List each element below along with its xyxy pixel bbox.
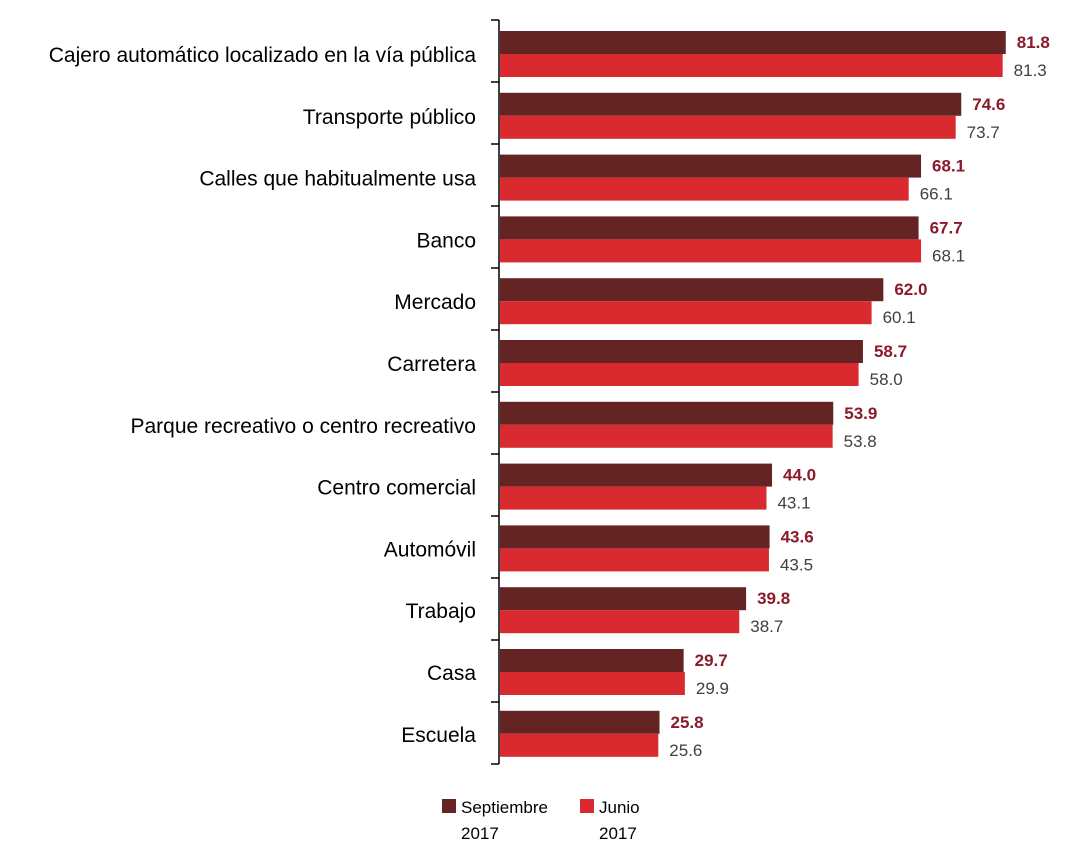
value-label-junio: 53.8: [844, 432, 877, 451]
category-label: Cajero automático localizado en la vía p…: [49, 44, 477, 67]
axis-ticks: [491, 19, 499, 765]
bar-junio: [500, 548, 769, 572]
category-label: Escuela: [401, 724, 476, 747]
value-label-septiembre: 81.8: [1017, 33, 1050, 52]
value-label-septiembre: 39.8: [757, 589, 790, 608]
bar-septiembre: [500, 649, 684, 672]
value-label-junio: 58.0: [870, 370, 903, 389]
legend: Septiembre 2017 Junio 2017: [442, 798, 640, 843]
bar-septiembre: [500, 525, 770, 549]
category-label: Mercado: [394, 291, 476, 314]
bar-septiembre: [500, 31, 1006, 54]
legend-swatch-junio: [580, 799, 594, 813]
bar-septiembre: [500, 463, 773, 487]
legend-label-junio: Junio: [599, 798, 640, 817]
value-label-junio: 60.1: [883, 308, 916, 327]
bar-junio: [500, 54, 1003, 77]
bar-junio: [500, 239, 922, 263]
value-label-septiembre: 62.0: [894, 280, 927, 299]
bar-junio: [500, 424, 833, 448]
bar-junio: [500, 363, 859, 386]
bar-junio: [500, 301, 872, 325]
legend-swatch-septiembre: [442, 799, 456, 813]
value-label-junio: 81.3: [1014, 61, 1047, 80]
value-label-septiembre: 44.0: [783, 466, 816, 485]
bar-septiembre: [500, 278, 884, 302]
bar-junio: [500, 733, 659, 757]
value-label-junio: 68.1: [932, 246, 965, 265]
value-label-junio: 43.1: [777, 494, 810, 513]
bar-junio: [500, 115, 956, 139]
value-label-junio: 38.7: [750, 617, 783, 636]
bar-septiembre: [500, 587, 747, 611]
bars: [500, 31, 1006, 757]
bar-septiembre: [500, 710, 660, 734]
bar-septiembre: [500, 340, 863, 363]
bar-septiembre: [500, 154, 922, 178]
category-label: Carretera: [387, 353, 476, 376]
legend-label-septiembre: Septiembre: [461, 798, 548, 817]
value-label-septiembre: 67.7: [930, 218, 963, 237]
value-label-septiembre: 25.8: [671, 713, 704, 732]
category-label: Parque recreativo o centro recreativo: [130, 415, 476, 438]
category-label: Transporte público: [303, 106, 476, 129]
bar-septiembre: [500, 92, 962, 116]
value-label-junio: 43.5: [780, 555, 813, 574]
bar-junio: [500, 610, 740, 634]
category-label: Calles que habitualmente usa: [199, 168, 476, 191]
bar-septiembre: [500, 216, 919, 240]
bar-junio: [500, 672, 685, 695]
value-label-junio: 25.6: [669, 741, 702, 760]
category-label: Banco: [416, 229, 476, 252]
value-label-junio: 66.1: [920, 185, 953, 204]
legend-label-junio-year: 2017: [599, 824, 637, 843]
bar-junio: [500, 177, 909, 201]
category-label: Trabajo: [406, 600, 476, 623]
value-label-septiembre: 29.7: [695, 651, 728, 670]
value-label-septiembre: 68.1: [932, 157, 965, 176]
value-label-septiembre: 53.9: [844, 404, 877, 423]
value-labels: 81.881.374.673.768.166.167.768.162.060.1…: [669, 33, 1050, 760]
legend-label-septiembre-year: 2017: [461, 824, 499, 843]
category-label: Casa: [427, 662, 476, 685]
value-label-junio: 73.7: [967, 123, 1000, 142]
bar-junio: [500, 486, 767, 510]
bar-septiembre: [500, 401, 834, 425]
value-label-septiembre: 58.7: [874, 342, 907, 361]
category-labels: Cajero automático localizado en la vía p…: [49, 44, 477, 747]
value-label-junio: 29.9: [696, 679, 729, 698]
value-label-septiembre: 74.6: [972, 95, 1005, 114]
value-label-septiembre: 43.6: [781, 527, 814, 546]
category-label: Automóvil: [384, 538, 476, 561]
category-label: Centro comercial: [317, 477, 476, 500]
